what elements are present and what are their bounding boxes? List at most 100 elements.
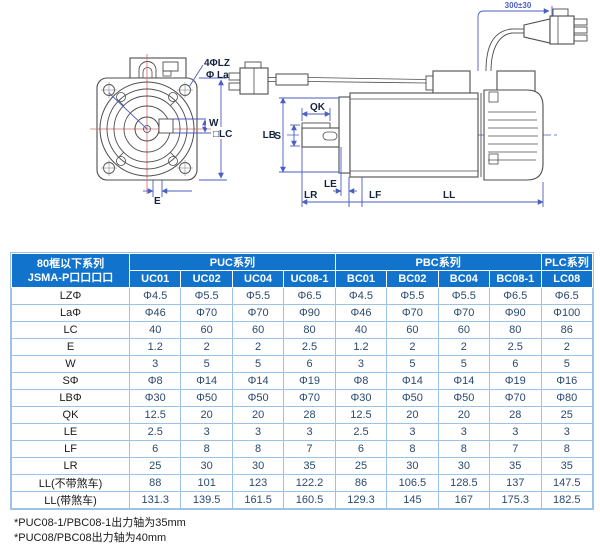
spec-value-cell: Φ46 bbox=[128, 304, 182, 322]
spec-value-cell: Φ50 bbox=[180, 389, 233, 407]
model-column-header: BC08-1 bbox=[489, 270, 542, 288]
spec-row: LF 6 8 8 7 6 8 8 7 8 bbox=[11, 440, 593, 458]
spec-row: SΦ Φ8 Φ14 Φ14 Φ19 Φ8 Φ14 Φ14 Φ19 Φ16 bbox=[11, 372, 593, 390]
spec-value-cell: 28 bbox=[489, 406, 542, 424]
series-group-header: PLC系列 bbox=[540, 253, 593, 271]
spec-value-cell: 2 bbox=[437, 338, 491, 356]
spec-value-cell: Φ70 bbox=[180, 304, 233, 322]
dim-label-4philz: 4ΦLZ bbox=[204, 58, 230, 69]
motor-body bbox=[349, 92, 479, 178]
spec-value-cell: Φ6.5 bbox=[283, 287, 336, 305]
encoder-housing bbox=[432, 70, 471, 96]
spec-value-cell: Φ6.5 bbox=[540, 287, 593, 305]
spec-value-cell: 60 bbox=[180, 321, 233, 339]
spec-value-cell: 8 bbox=[386, 440, 439, 458]
dim-label-w: W bbox=[209, 118, 219, 129]
spec-value-cell: 2.5 bbox=[334, 423, 388, 441]
spec-value-cell: 88 bbox=[128, 474, 182, 492]
spec-value-cell: 161.5 bbox=[231, 491, 285, 509]
spec-row: LBΦ Φ30 Φ50 Φ50 Φ70 Φ30 Φ50 Φ50 Φ70 Φ80 bbox=[11, 389, 593, 407]
spec-row: LR 25 30 30 35 25 30 30 35 35 bbox=[11, 457, 593, 475]
spec-value-cell: Φ30 bbox=[334, 389, 388, 407]
power-cable bbox=[485, 28, 524, 72]
spec-value-cell: Φ16 bbox=[540, 372, 593, 390]
dimension-row-label: QK bbox=[11, 406, 130, 424]
dim-label-phi-la: Φ La bbox=[206, 70, 229, 81]
spec-value-cell: Φ50 bbox=[231, 389, 285, 407]
spec-value-cell: 20 bbox=[386, 406, 439, 424]
spec-value-cell: Φ100 bbox=[540, 304, 593, 322]
dimension-row-label: LE bbox=[11, 423, 130, 441]
spec-value-cell: 6 bbox=[128, 440, 182, 458]
spec-value-cell: Φ19 bbox=[283, 372, 336, 390]
spec-value-cell: 3 bbox=[334, 355, 388, 373]
motor-front-view: 4ΦLZ Φ La W □LC E bbox=[90, 54, 238, 207]
spec-value-cell: 30 bbox=[180, 457, 233, 475]
spec-value-cell: 40 bbox=[128, 321, 182, 339]
spec-value-cell: 2 bbox=[386, 338, 439, 356]
spec-value-cell: Φ70 bbox=[437, 304, 491, 322]
dim-label-e: E bbox=[154, 196, 161, 207]
spec-value-cell: 1.2 bbox=[128, 338, 182, 356]
spec-value-cell: Φ5.5 bbox=[231, 287, 285, 305]
spec-row: LL(不带煞车) 88 101 123 122.2 86 106.5 128.5 137 147.… bbox=[11, 474, 593, 492]
spec-value-cell: 1.2 bbox=[334, 338, 388, 356]
series-group-header: PUC系列 bbox=[129, 253, 336, 271]
spec-row: LZΦ Φ4.5 Φ5.5 Φ5.5 Φ6.5 Φ4.5 Φ5.5 Φ5.5 Φ6.5 Φ6.5 bbox=[11, 287, 593, 305]
spec-value-cell: Φ50 bbox=[386, 389, 439, 407]
motor-side-view: QK S LB LE LR LF LL 300±30 bbox=[228, 1, 588, 207]
spec-value-cell: 2 bbox=[231, 338, 285, 356]
spec-value-cell: 2.5 bbox=[283, 338, 336, 356]
spec-value-cell: Φ14 bbox=[386, 372, 439, 390]
spec-value-cell: 3 bbox=[128, 355, 182, 373]
corner-header-line1: 80框以下系列 bbox=[36, 257, 105, 270]
spec-value-cell: 86 bbox=[334, 474, 388, 492]
spec-value-cell: 5 bbox=[540, 355, 593, 373]
spec-value-cell: 8 bbox=[231, 440, 285, 458]
model-column-header: BC04 bbox=[437, 270, 491, 288]
spec-value-cell: Φ90 bbox=[283, 304, 336, 322]
spec-value-cell: 6 bbox=[489, 355, 542, 373]
spec-value-cell: Φ4.5 bbox=[334, 287, 388, 305]
spec-value-cell: 128.5 bbox=[437, 474, 491, 492]
spec-value-cell: 3 bbox=[437, 423, 491, 441]
encoder-cable bbox=[268, 73, 427, 86]
footnote-2: *PUC08/PBC08出力轴为40mm bbox=[14, 532, 167, 544]
spec-value-cell: 5 bbox=[386, 355, 439, 373]
spec-value-cell: 60 bbox=[437, 321, 491, 339]
spec-value-cell: 25 bbox=[334, 457, 388, 475]
shaft bbox=[301, 122, 340, 148]
dimension-row-label: LR bbox=[11, 457, 130, 475]
spec-value-cell: 60 bbox=[386, 321, 439, 339]
dimension-row-label: LZΦ bbox=[11, 287, 130, 305]
dim-label-qk: QK bbox=[310, 102, 326, 113]
spec-value-cell: 12.5 bbox=[128, 406, 182, 424]
dim-label-ll: LL bbox=[443, 190, 455, 201]
spec-value-cell: 35 bbox=[283, 457, 336, 475]
spec-value-cell: Φ50 bbox=[437, 389, 491, 407]
dim-label-cable-length: 300±30 bbox=[505, 1, 532, 10]
spec-value-cell: 182.5 bbox=[540, 491, 593, 509]
spec-value-cell: 40 bbox=[334, 321, 388, 339]
spec-value-cell: 20 bbox=[231, 406, 285, 424]
spec-value-cell: 20 bbox=[180, 406, 233, 424]
spec-value-cell: 6 bbox=[283, 355, 336, 373]
spec-value-cell: 3 bbox=[489, 423, 542, 441]
spec-value-cell: 101 bbox=[180, 474, 233, 492]
model-column-header: BC02 bbox=[386, 270, 439, 288]
spec-value-cell: Φ80 bbox=[540, 389, 593, 407]
dimension-row-label: E bbox=[11, 338, 130, 356]
spec-value-cell: 145 bbox=[386, 491, 439, 509]
spec-value-cell: 3 bbox=[180, 423, 233, 441]
spec-value-cell: 30 bbox=[437, 457, 491, 475]
spec-table-body: LZΦ Φ4.5 Φ5.5 Φ5.5 Φ6.5 Φ4.5 Φ5.5 Φ5.5 Φ6.5 Φ6.5 L… bbox=[11, 287, 593, 509]
bolt-holes bbox=[101, 82, 193, 176]
spec-table-wrapper: 80框以下系列 JSMA-P口口口口 PUC系列 PBC系列 PLC系列 UC01 U… bbox=[10, 252, 594, 510]
spec-value-cell: 2.5 bbox=[128, 423, 182, 441]
spec-value-cell: Φ8 bbox=[128, 372, 182, 390]
spec-value-cell: 6 bbox=[334, 440, 388, 458]
dim-label-lc: □LC bbox=[213, 129, 232, 140]
spec-value-cell: 147.5 bbox=[540, 474, 593, 492]
spec-value-cell: 8 bbox=[180, 440, 233, 458]
spec-value-cell: 2 bbox=[540, 338, 593, 356]
